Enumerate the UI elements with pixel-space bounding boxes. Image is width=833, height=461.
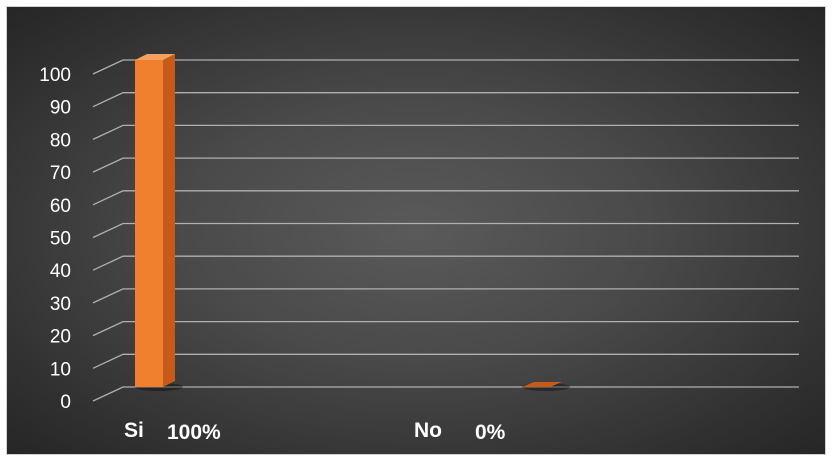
- bar-si: [135, 60, 163, 387]
- category-label-si: Si: [124, 419, 144, 442]
- y-tick-label: 100: [39, 65, 71, 86]
- gridline: [92, 255, 799, 271]
- gridline: [92, 59, 799, 75]
- gridline: [92, 386, 799, 402]
- bar-chart: 0 10 20 30 40 50 60 70 80 90 100 Si 100% No 0%: [39, 54, 799, 444]
- bar-side: [163, 54, 175, 387]
- gridline: [92, 190, 799, 206]
- data-label-no: 0%: [475, 421, 506, 444]
- y-tick-label: 50: [50, 229, 71, 250]
- gridline: [92, 124, 799, 140]
- bar-no: [522, 382, 562, 387]
- y-tick-label: 20: [50, 327, 71, 348]
- gridline: [92, 92, 799, 108]
- data-label-si: 100%: [167, 421, 221, 444]
- gridline: [92, 288, 799, 304]
- y-tick-label: 60: [50, 196, 71, 217]
- y-tick-label: 40: [50, 261, 71, 282]
- y-tick-label: 80: [50, 130, 71, 151]
- chart-area: 0 10 20 30 40 50 60 70 80 90 100 Si 100% No 0%: [6, 6, 826, 455]
- y-tick-label: 0: [60, 392, 71, 413]
- y-tick-label: 30: [50, 294, 71, 315]
- gridline: [92, 222, 799, 239]
- gridline: [92, 320, 799, 337]
- bar-top: [135, 54, 175, 60]
- y-tick-label: 90: [50, 98, 71, 119]
- y-tick-label: 10: [50, 359, 71, 380]
- gridline: [92, 353, 799, 369]
- category-label-no: No: [414, 419, 442, 442]
- y-tick-label: 70: [50, 163, 71, 184]
- gridline: [92, 157, 799, 173]
